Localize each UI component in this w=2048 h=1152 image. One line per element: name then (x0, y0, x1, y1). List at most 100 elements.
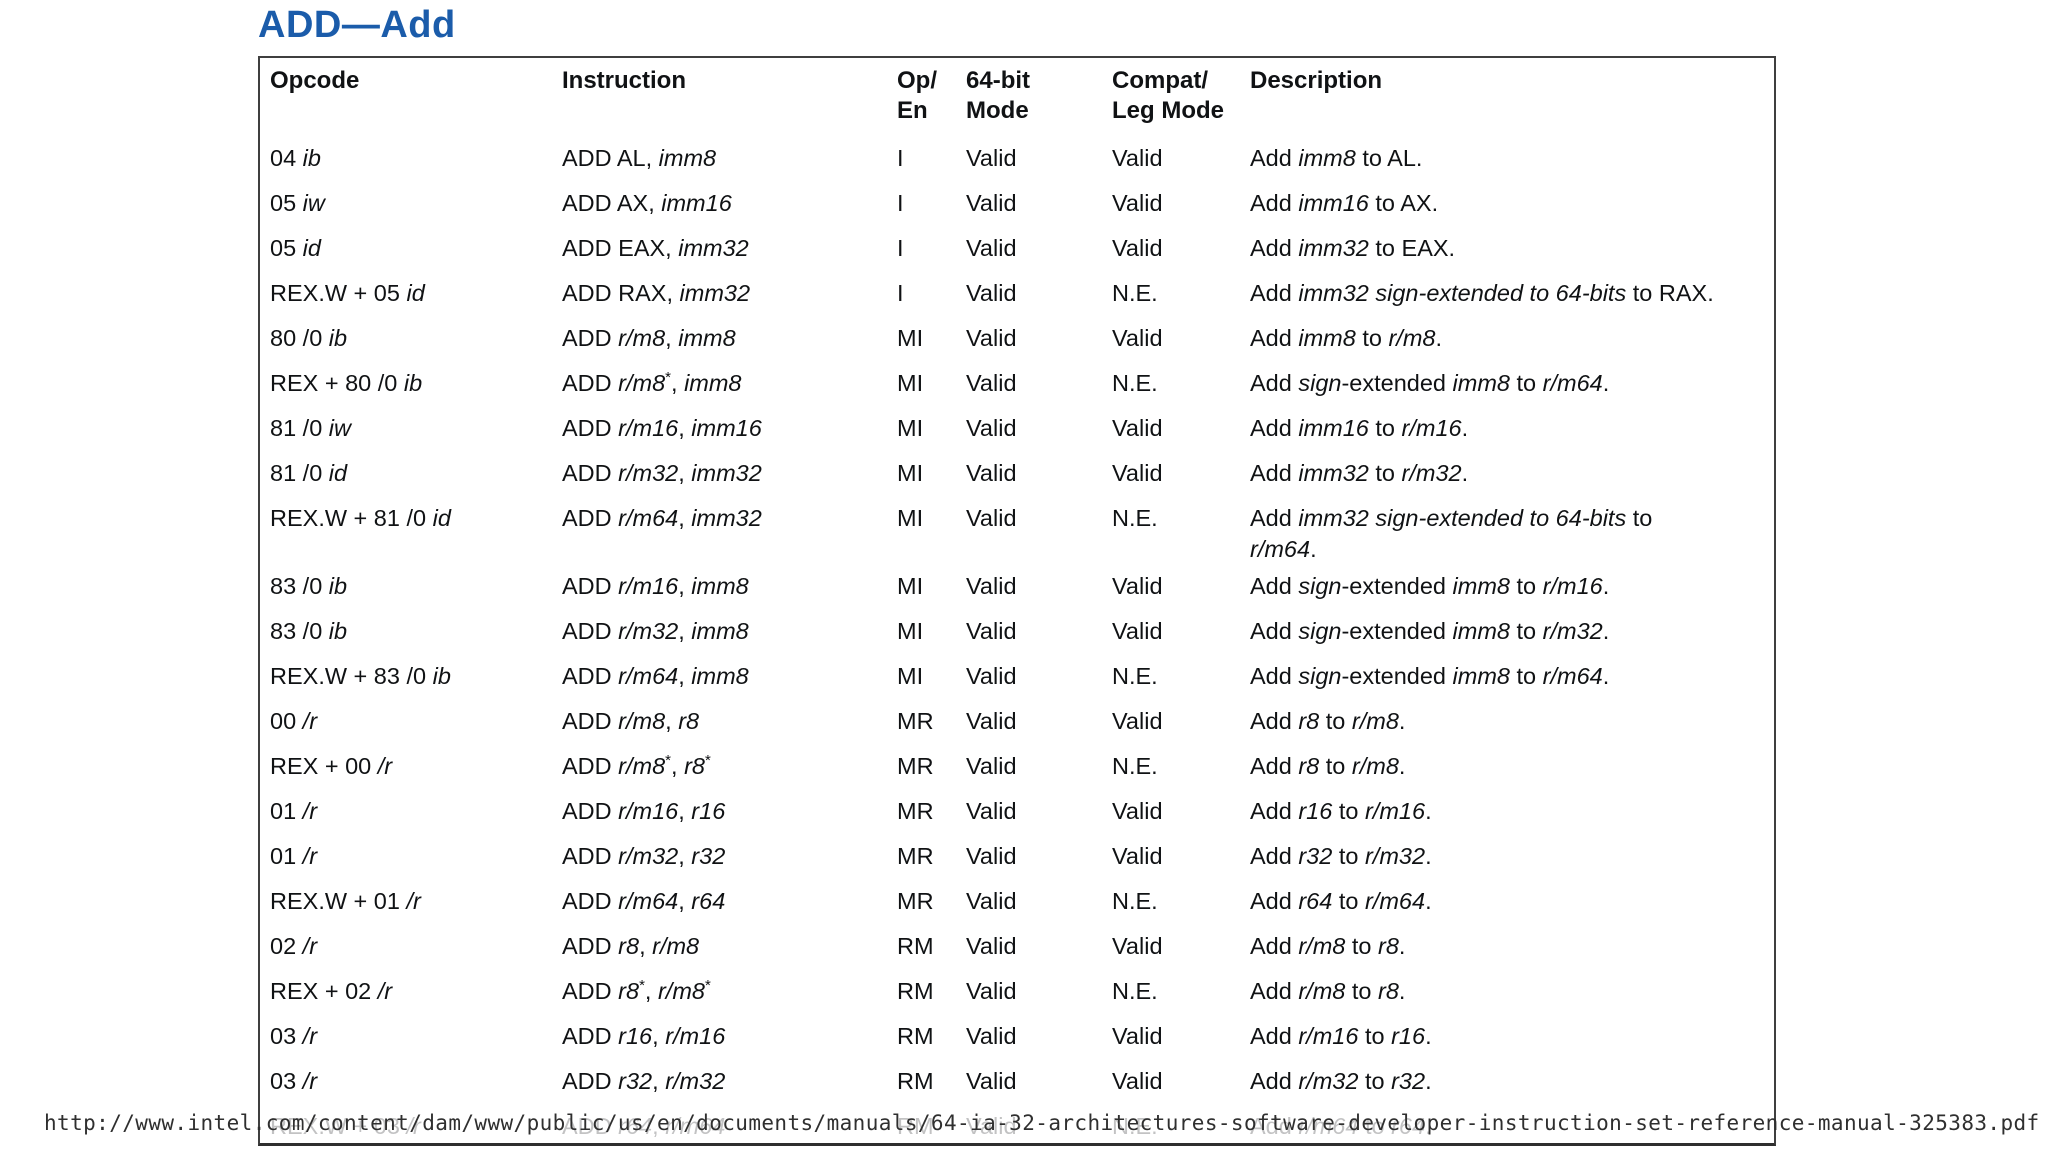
cell-opcode: 03 /r (270, 1068, 318, 1094)
cell-op-en: RM (897, 933, 934, 959)
cell-64bit-mode: Valid (966, 459, 1017, 486)
cell-64bit-mode: Valid (966, 573, 1017, 599)
table-row: 04 ib ADD AL, imm8 I Valid Valid Add imm8 to … (260, 136, 1774, 181)
page-title: ADD—Add (258, 4, 456, 46)
cell-64bit-mode: Valid (966, 234, 1017, 261)
cell-compat-leg-mode: N.E. (1112, 978, 1158, 1004)
cell-op-en: MI (897, 324, 924, 351)
cell-compat-leg-mode: Valid (1112, 189, 1163, 216)
cell-compat-leg-mode: Valid (1112, 618, 1163, 644)
table-row: 01 /r ADD r/m16, r16 MR Valid Valid Add r16 t… (260, 790, 1774, 835)
cell-compat-leg-mode: Valid (1112, 324, 1163, 351)
cell-instruction: ADD AX, imm16 (562, 189, 732, 216)
cell-op-en: MI (897, 369, 924, 396)
cell-instruction: ADD r/m32, imm8 (562, 618, 749, 644)
cell-64bit-mode: Valid (966, 1068, 1017, 1094)
table-row: 81 /0 id ADD r/m32, imm32 MI Valid Valid Add … (260, 451, 1774, 496)
cell-op-en: I (897, 279, 904, 306)
cell-description: Add imm16 to r/m16. (1250, 414, 1469, 441)
cell-64bit-mode: Valid (966, 324, 1017, 351)
cell-64bit-mode: Valid (966, 618, 1017, 644)
cell-instruction: ADD r/m32, r32 (562, 843, 726, 869)
cell-op-en: MI (897, 504, 924, 531)
cell-op-en: MI (897, 618, 924, 644)
table-row: 80 /0 ib ADD r/m8, imm8 MI Valid Valid Add im… (260, 316, 1774, 361)
cell-64bit-mode: Valid (966, 189, 1017, 216)
cell-description: Add imm32 sign-extended to 64-bits to RA… (1250, 279, 1714, 306)
cell-op-en: MI (897, 459, 924, 486)
cell-instruction: ADD r64, r/m64 (562, 1113, 726, 1139)
cell-instruction: ADD r/m16, r16 (562, 798, 726, 824)
table-row: REX.W + 01 /r ADD r/m64, r64 MR Valid N.E. Ad… (260, 880, 1774, 925)
table-body: 04 ib ADD AL, imm8 I Valid Valid Add imm8 to … (260, 136, 1774, 1143)
cell-64bit-mode: Valid (966, 1023, 1017, 1049)
cell-op-en: MI (897, 663, 924, 689)
cell-opcode: REX + 80 /0 ib (270, 369, 423, 396)
cell-instruction: ADD r/m8*, r8* (562, 752, 711, 779)
cell-op-en: RM (897, 978, 934, 1004)
cell-opcode: REX.W + 81 /0 id (270, 504, 451, 531)
instruction-table: Opcode Instruction Op/En 64-bit Mode Compat/L… (258, 56, 1776, 1146)
cell-compat-leg-mode: N.E. (1112, 663, 1158, 689)
cell-description: Add r/m64 to r64. (1250, 1113, 1432, 1139)
cell-compat-leg-mode: N.E. (1112, 369, 1158, 396)
cell-instruction: ADD r/m64, imm32 (562, 504, 762, 531)
cell-opcode: REX.W + 83 /0 ib (270, 663, 451, 689)
cell-op-en: I (897, 144, 904, 171)
cell-instruction: ADD r/m8, r8 (562, 708, 700, 734)
cell-opcode: 02 /r (270, 933, 318, 959)
header-col-description: Description (1250, 67, 1383, 94)
cell-op-en: RM (897, 1113, 934, 1139)
cell-description: Add r/m32 to r32. (1250, 1068, 1432, 1094)
cell-opcode: 01 /r (270, 843, 318, 869)
cell-instruction: ADD r16, r/m16 (562, 1023, 726, 1049)
cell-opcode: 00 /r (270, 708, 318, 734)
cell-compat-leg-mode: Valid (1112, 708, 1163, 734)
table-header-row: Opcode Instruction Op/En 64-bit Mode Compat/L… (260, 58, 1774, 136)
cell-compat-leg-mode: Valid (1112, 414, 1163, 441)
cell-compat-leg-mode: Valid (1112, 573, 1163, 599)
cell-opcode: 83 /0 ib (270, 618, 348, 644)
cell-64bit-mode: Valid (966, 888, 1017, 914)
cell-64bit-mode: Valid (966, 933, 1017, 959)
cell-instruction: ADD r32, r/m32 (562, 1068, 726, 1094)
table-row: 01 /r ADD r/m32, r32 MR Valid Valid Add r32 t… (260, 835, 1774, 880)
cell-op-en: MI (897, 573, 924, 599)
cell-compat-leg-mode: Valid (1112, 1023, 1163, 1049)
table-row: REX.W + 83 /0 ib ADD r/m64, imm8 MI Valid N.… (260, 655, 1774, 700)
cell-compat-leg-mode: N.E. (1112, 504, 1158, 531)
cell-instruction: ADD r/m8*, imm8 (562, 368, 742, 396)
cell-op-en: MR (897, 798, 934, 824)
cell-64bit-mode: Valid (966, 414, 1017, 441)
cell-opcode: 83 /0 ib (270, 573, 348, 599)
cell-64bit-mode: Valid (966, 978, 1017, 1004)
cell-description: Add r32 to r/m32. (1250, 843, 1432, 869)
cell-description: Add imm16 to AX. (1250, 189, 1439, 216)
cell-instruction: ADD AL, imm8 (562, 144, 717, 171)
table-row: 02 /r ADD r8, r/m8 RM Valid Valid Add r/m8 to… (260, 925, 1774, 970)
cell-64bit-mode: Valid (966, 279, 1017, 306)
cell-description: Add sign-extended imm8 to r/m32. (1250, 618, 1610, 644)
cell-compat-leg-mode: Valid (1112, 459, 1163, 486)
cell-opcode: REX.W + 03 /r (270, 1113, 421, 1139)
cell-description: Add r/m8 to r8. (1250, 978, 1406, 1004)
cell-64bit-mode: Valid (966, 1113, 1017, 1139)
cell-op-en: I (897, 189, 904, 216)
table-row: 83 /0 ib ADD r/m16, imm8 MI Valid Valid Add s… (260, 565, 1774, 610)
cell-op-en: I (897, 234, 904, 261)
table-row: REX + 00 /r ADD r/m8*, r8* MR Valid N.E. Add … (260, 745, 1774, 790)
cell-instruction: ADD r/m64, r64 (562, 888, 726, 914)
table-row: 05 iw ADD AX, imm16 I Valid Valid Add imm16 t… (260, 181, 1774, 226)
source-url-link[interactable]: http://www.intel.com/content/dam/www/pub… (44, 1111, 2040, 1135)
cell-compat-leg-mode: N.E. (1112, 888, 1158, 914)
table-row: REX.W + 05 id ADD RAX, imm32 I Valid N.E. Add… (260, 271, 1774, 316)
cell-64bit-mode: Valid (966, 708, 1017, 734)
cell-64bit-mode: Valid (966, 663, 1017, 689)
table-row: 05 id ADD EAX, imm32 I Valid Valid Add imm32 … (260, 226, 1774, 271)
cell-opcode: 81 /0 iw (270, 414, 351, 441)
table-row: REX + 02 /r ADD r8*, r/m8* RM Valid N.E. Add … (260, 970, 1774, 1015)
table-row: REX.W + 81 /0 id ADD r/m64, imm32 MI Valid N… (260, 496, 1774, 565)
cell-64bit-mode: Valid (966, 369, 1017, 396)
cell-compat-leg-mode: Valid (1112, 843, 1163, 869)
header-col-opcode: Opcode (270, 67, 360, 94)
